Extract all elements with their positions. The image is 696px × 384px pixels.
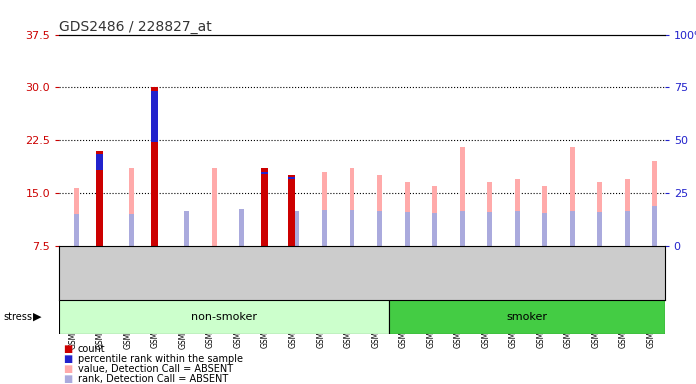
- Bar: [570, 211, 575, 299]
- Bar: [542, 186, 547, 299]
- Bar: [239, 209, 244, 299]
- Bar: [597, 182, 602, 299]
- Text: percentile rank within the sample: percentile rank within the sample: [78, 354, 243, 364]
- Bar: [349, 168, 354, 299]
- Bar: [542, 213, 547, 299]
- Text: ■: ■: [63, 374, 72, 384]
- Bar: [184, 211, 189, 299]
- Text: ■: ■: [63, 364, 72, 374]
- Bar: [377, 175, 382, 299]
- Bar: [150, 91, 157, 142]
- Bar: [150, 88, 157, 299]
- Bar: [261, 172, 268, 174]
- Text: non-smoker: non-smoker: [191, 312, 258, 322]
- Bar: [74, 214, 79, 299]
- Bar: [212, 168, 217, 299]
- Bar: [652, 161, 657, 299]
- Text: count: count: [78, 344, 106, 354]
- Bar: [432, 186, 437, 299]
- Bar: [377, 211, 382, 299]
- Bar: [288, 175, 295, 299]
- Bar: [625, 211, 630, 299]
- Text: GDS2486 / 228827_at: GDS2486 / 228827_at: [59, 20, 212, 33]
- Bar: [514, 179, 520, 299]
- Bar: [288, 177, 295, 179]
- Bar: [95, 154, 102, 170]
- Text: smoker: smoker: [507, 312, 548, 322]
- Bar: [487, 212, 492, 299]
- Text: rank, Detection Call = ABSENT: rank, Detection Call = ABSENT: [78, 374, 228, 384]
- Bar: [129, 214, 134, 299]
- Bar: [404, 212, 409, 299]
- Bar: [390, 300, 665, 334]
- Bar: [74, 188, 79, 299]
- Bar: [322, 172, 327, 299]
- Bar: [459, 147, 465, 299]
- Text: stress: stress: [3, 312, 33, 322]
- Bar: [570, 147, 575, 299]
- Bar: [294, 211, 299, 299]
- Bar: [322, 210, 327, 299]
- Bar: [129, 168, 134, 299]
- Text: value, Detection Call = ABSENT: value, Detection Call = ABSENT: [78, 364, 233, 374]
- Text: ▶: ▶: [33, 312, 42, 322]
- Bar: [261, 168, 268, 299]
- Text: ■: ■: [63, 344, 72, 354]
- Bar: [59, 300, 390, 334]
- Text: ■: ■: [63, 354, 72, 364]
- Bar: [652, 206, 657, 299]
- Bar: [404, 182, 409, 299]
- Bar: [459, 211, 465, 299]
- Bar: [625, 179, 630, 299]
- Bar: [487, 182, 492, 299]
- Bar: [514, 211, 520, 299]
- Bar: [95, 151, 102, 299]
- Bar: [432, 213, 437, 299]
- Bar: [597, 212, 602, 299]
- Bar: [349, 210, 354, 299]
